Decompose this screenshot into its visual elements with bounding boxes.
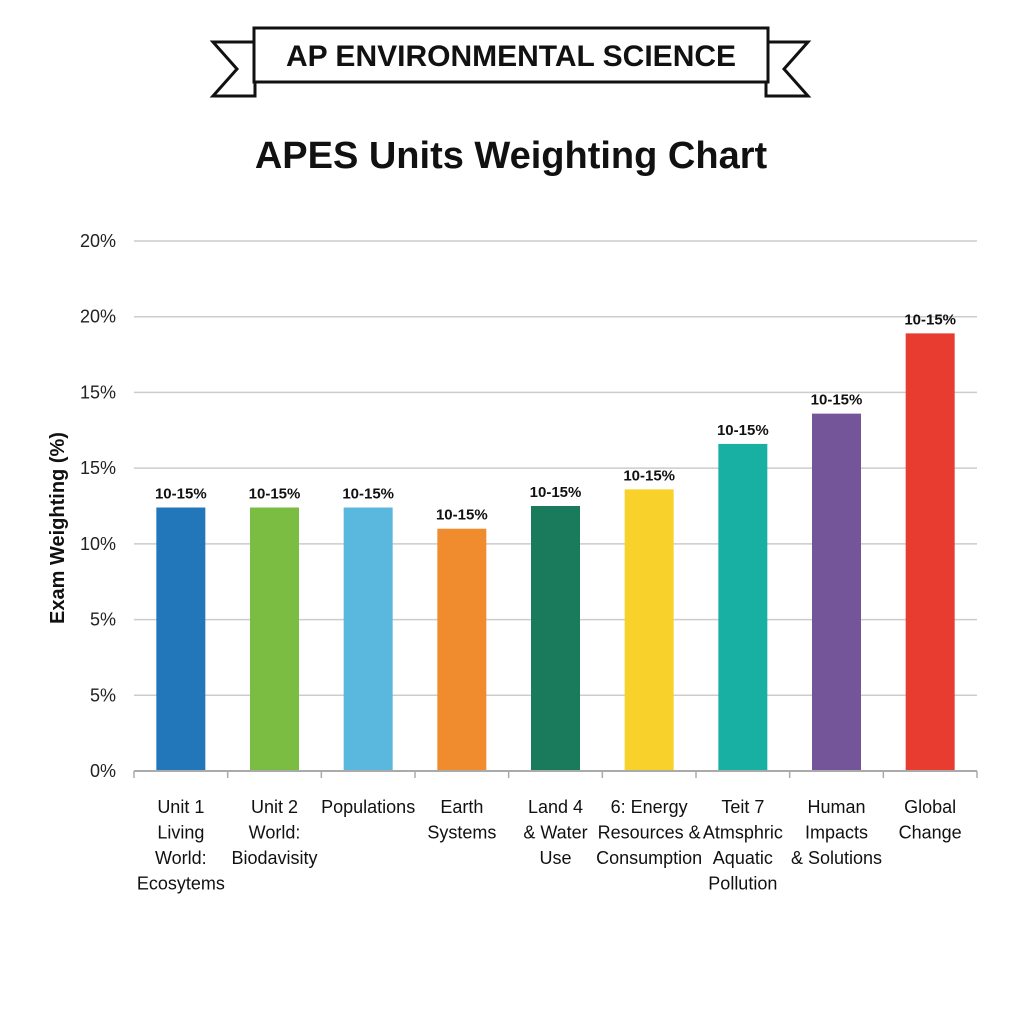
bar (343, 507, 393, 771)
banner-right-ribbon (764, 40, 812, 98)
banner: AP ENVIRONMENTAL SCIENCE (209, 26, 812, 98)
bars (156, 333, 955, 771)
x-tick-label: Global Change (899, 797, 962, 843)
y-axis-title: Exam Weighting (%) (47, 432, 69, 624)
bar (624, 489, 674, 771)
x-tick-label: Teit 7 Atmsphric Aquatic Pollution (703, 797, 783, 894)
data-label: 10-15% (811, 392, 863, 409)
x-tick-label: Populations (321, 797, 415, 817)
y-tick-label: 15% (80, 382, 116, 402)
data-label: 10-15% (530, 484, 582, 501)
data-label: 10-15% (249, 486, 301, 503)
data-label: 10-15% (623, 467, 675, 484)
x-axis (133, 770, 978, 778)
data-label: 10-15% (904, 311, 956, 328)
y-axis-ticks: 0% 5% 5% 10% 15% 15% 20% 20% (80, 231, 116, 781)
y-tick-label: 20% (80, 307, 116, 327)
banner-box (252, 26, 770, 84)
banner-left-ribbon (209, 40, 257, 98)
y-tick-label: 5% (90, 610, 116, 630)
y-tick-label: 20% (80, 231, 116, 251)
chart-title: APES Units Weighting Chart (255, 135, 768, 177)
data-labels: 10-15% 10-15% 10-15% 10-15% 10-15% 10-15% 10-1… (155, 311, 956, 523)
data-label: 10-15% (342, 486, 394, 503)
bar (718, 443, 768, 771)
x-tick-label: Unit 2 World: Biodavisity (231, 797, 317, 868)
data-label: 10-15% (155, 486, 207, 503)
bar (905, 333, 955, 771)
bar (156, 507, 206, 771)
x-tick-label: 6: Energy Resources & Consumption (596, 797, 702, 868)
y-tick-label: 5% (90, 685, 116, 705)
bar (437, 528, 487, 771)
bar (250, 507, 299, 771)
data-label: 10-15% (717, 422, 769, 439)
x-tick-label: Unit 1 Living World: Ecosytems (137, 797, 225, 894)
bar (531, 506, 580, 771)
x-tick-label: Human Impacts & Solutions (791, 797, 882, 868)
y-tick-label: 0% (90, 761, 116, 781)
data-label: 10-15% (436, 507, 488, 524)
x-tick-label: Earth Systems (427, 797, 496, 843)
y-tick-label: 15% (80, 458, 116, 478)
bar (812, 413, 861, 771)
y-tick-label: 10% (80, 534, 116, 554)
x-tick-label: Land 4 & Water Use (523, 797, 587, 868)
banner-text: AP ENVIRONMENTAL SCIENCE (286, 40, 736, 73)
